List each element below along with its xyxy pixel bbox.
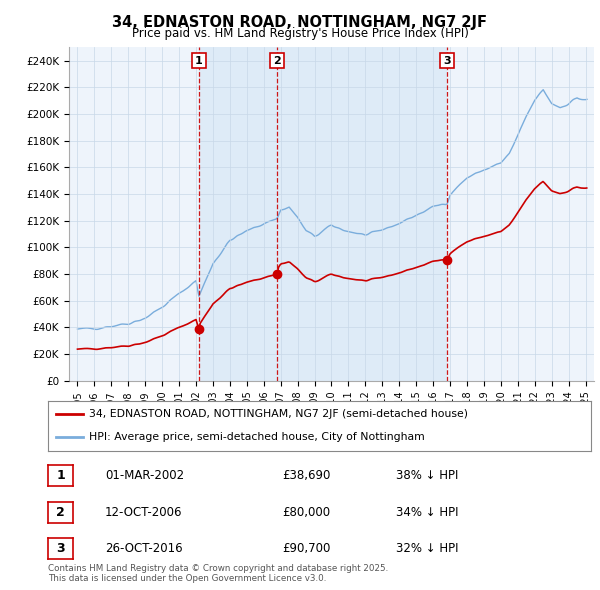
Bar (277, 47, 447, 381)
Text: 01-MAR-2002: 01-MAR-2002 (105, 469, 184, 482)
Text: 1: 1 (195, 55, 203, 65)
Text: 38% ↓ HPI: 38% ↓ HPI (396, 469, 458, 482)
Text: 34, EDNASTON ROAD, NOTTINGHAM, NG7 2JF (semi-detached house): 34, EDNASTON ROAD, NOTTINGHAM, NG7 2JF (… (89, 409, 468, 419)
Text: HPI: Average price, semi-detached house, City of Nottingham: HPI: Average price, semi-detached house,… (89, 432, 424, 442)
Text: 2: 2 (56, 506, 65, 519)
Text: Contains HM Land Registry data © Crown copyright and database right 2025.
This d: Contains HM Land Registry data © Crown c… (48, 563, 388, 583)
Text: 34% ↓ HPI: 34% ↓ HPI (396, 506, 458, 519)
Text: 34, EDNASTON ROAD, NOTTINGHAM, NG7 2JF: 34, EDNASTON ROAD, NOTTINGHAM, NG7 2JF (113, 15, 487, 30)
Text: 3: 3 (443, 55, 451, 65)
Bar (199, 47, 277, 381)
Text: 1: 1 (56, 469, 65, 482)
Text: Price paid vs. HM Land Registry's House Price Index (HPI): Price paid vs. HM Land Registry's House … (131, 27, 469, 40)
Text: 26-OCT-2016: 26-OCT-2016 (105, 542, 182, 555)
Text: £38,690: £38,690 (282, 469, 331, 482)
Text: 2: 2 (273, 55, 281, 65)
Text: £90,700: £90,700 (282, 542, 331, 555)
Text: 3: 3 (56, 542, 65, 555)
Text: 12-OCT-2006: 12-OCT-2006 (105, 506, 182, 519)
Text: 32% ↓ HPI: 32% ↓ HPI (396, 542, 458, 555)
Text: £80,000: £80,000 (282, 506, 330, 519)
